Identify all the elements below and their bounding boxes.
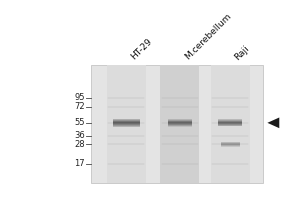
Bar <box>113 124 140 125</box>
Bar <box>113 121 140 122</box>
Text: 28: 28 <box>74 140 85 149</box>
Text: 95: 95 <box>74 93 85 102</box>
Bar <box>113 126 140 127</box>
Bar <box>113 120 140 121</box>
Bar <box>113 119 140 120</box>
Bar <box>113 123 140 124</box>
Text: 17: 17 <box>74 159 85 168</box>
Bar <box>107 65 146 183</box>
Bar <box>113 122 140 123</box>
Text: 72: 72 <box>74 102 85 111</box>
Text: 55: 55 <box>74 118 85 127</box>
Text: M.cerebellum: M.cerebellum <box>183 12 232 62</box>
Bar <box>113 125 140 126</box>
Bar <box>211 65 250 183</box>
Bar <box>91 65 263 183</box>
Polygon shape <box>267 117 279 128</box>
Text: 36: 36 <box>74 131 85 140</box>
Text: HT-29: HT-29 <box>129 37 154 62</box>
Bar <box>160 65 199 183</box>
Text: Raji: Raji <box>233 44 251 62</box>
